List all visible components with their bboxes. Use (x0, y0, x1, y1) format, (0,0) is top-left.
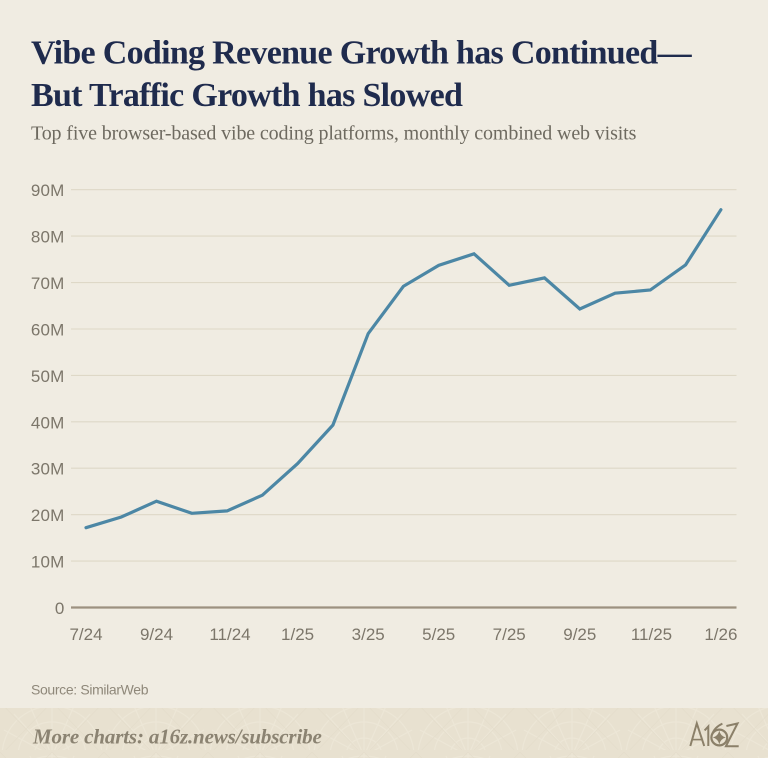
svg-text:3/25: 3/25 (352, 625, 385, 644)
svg-text:10M: 10M (31, 553, 65, 572)
svg-text:9/25: 9/25 (563, 625, 596, 644)
svg-text:7/24: 7/24 (69, 625, 102, 644)
svg-text:More charts: a16z.news/subscri: More charts: a16z.news/subscribe (32, 724, 322, 748)
svg-text:90M: 90M (31, 181, 65, 200)
svg-text:11/25: 11/25 (631, 625, 672, 644)
svg-text:But Traffic Growth has Slowed: But Traffic Growth has Slowed (31, 77, 463, 114)
svg-text:40M: 40M (31, 413, 65, 432)
svg-text:9/24: 9/24 (140, 625, 173, 644)
svg-text:20M: 20M (31, 506, 65, 525)
svg-text:Source: SimilarWeb: Source: SimilarWeb (31, 682, 149, 698)
svg-text:Vibe Coding Revenue Growth has: Vibe Coding Revenue Growth has Continued… (31, 35, 693, 72)
svg-text:1/26: 1/26 (704, 625, 737, 644)
svg-text:70M: 70M (31, 274, 65, 293)
svg-text:30M: 30M (31, 460, 65, 479)
svg-text:5/25: 5/25 (422, 625, 455, 644)
svg-text:11/24: 11/24 (209, 625, 250, 644)
svg-text:50M: 50M (31, 367, 65, 386)
svg-text:60M: 60M (31, 321, 65, 340)
svg-text:1/25: 1/25 (281, 625, 314, 644)
svg-text:7/25: 7/25 (493, 625, 526, 644)
svg-text:80M: 80M (31, 228, 65, 247)
svg-text:Top five browser-based vibe co: Top five browser-based vibe coding platf… (31, 123, 637, 145)
svg-text:0: 0 (55, 599, 65, 618)
